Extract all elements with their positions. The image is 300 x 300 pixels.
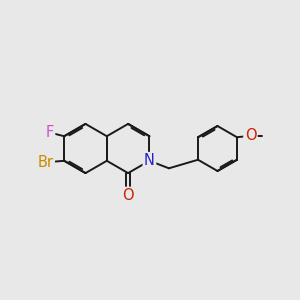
Text: F: F xyxy=(46,125,54,140)
Text: N: N xyxy=(144,153,155,168)
Text: O: O xyxy=(245,128,256,143)
Text: O: O xyxy=(122,188,134,203)
Text: Br: Br xyxy=(38,155,54,170)
